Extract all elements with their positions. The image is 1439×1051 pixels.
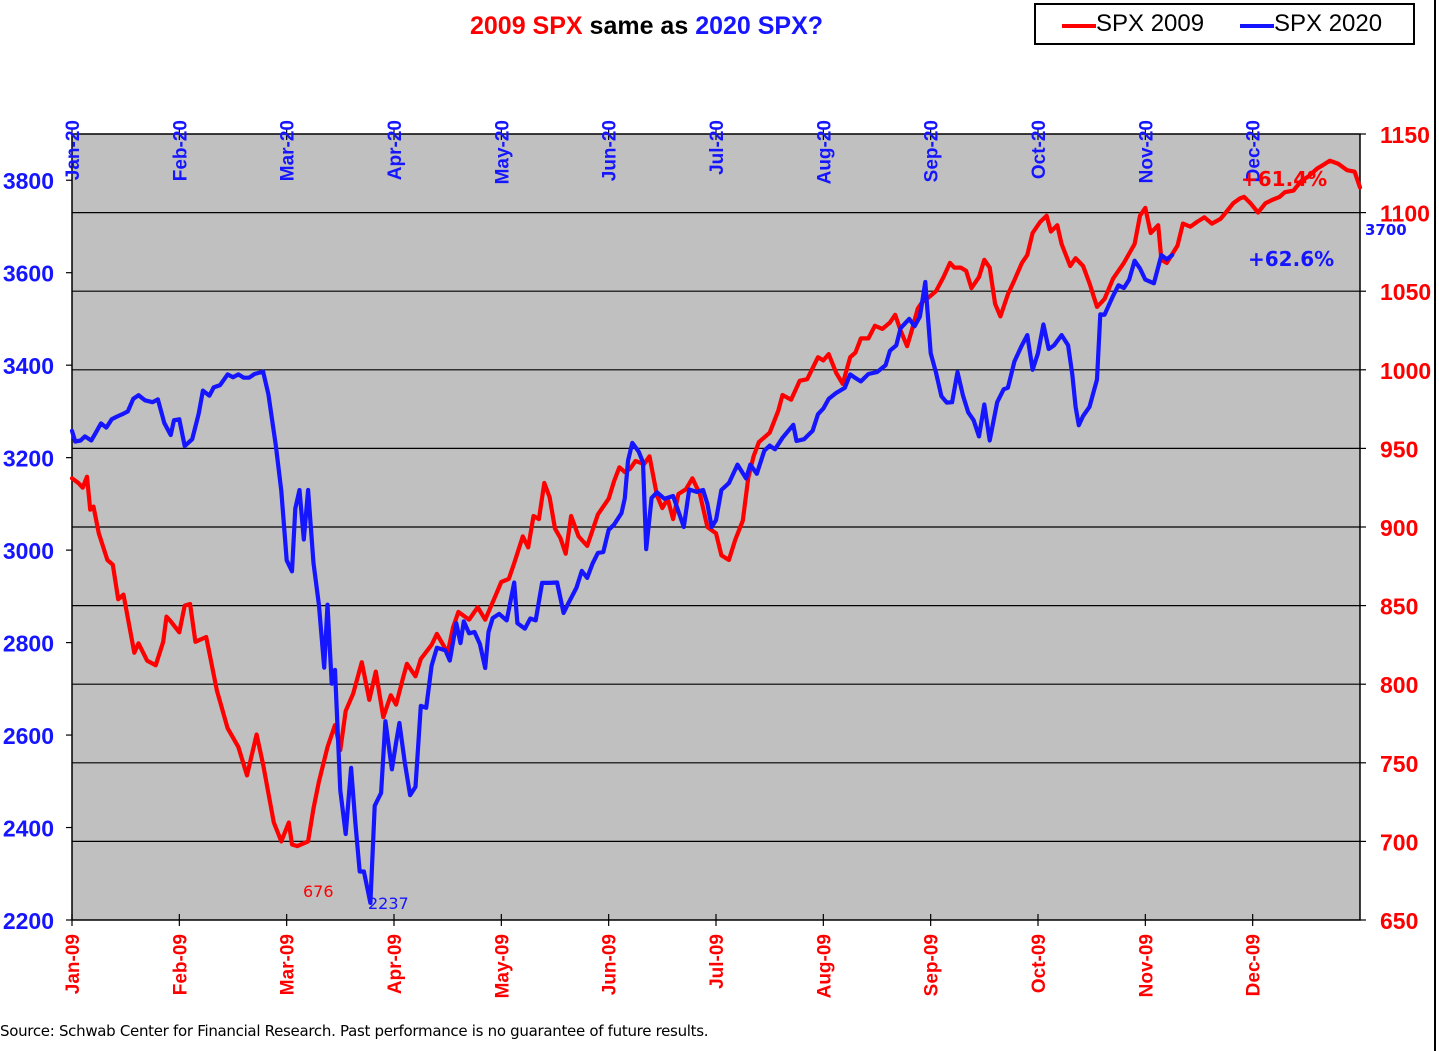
right-axis-label: 800 [1380, 672, 1418, 698]
left-axis-label: 2200 [3, 908, 54, 934]
bottom-month-label: Sep-09 [922, 934, 943, 996]
top-month-label: Mar-20 [278, 120, 299, 181]
right-axis-label: 1050 [1380, 279, 1431, 305]
bottom-month-label: Jan-09 [63, 934, 84, 994]
top-month-label: Jan-20 [63, 120, 84, 180]
title-part-middle: same as [582, 12, 696, 40]
top-month-label: Dec-20 [1244, 120, 1265, 182]
annotation-2009-low: 676 [303, 882, 334, 901]
right-axis-label: 1100 [1380, 201, 1430, 227]
left-axis-label: 3200 [3, 446, 54, 472]
bottom-month-label: Jul-09 [707, 934, 728, 989]
top-month-label: Aug-20 [814, 120, 835, 184]
bottom-month-label: Feb-09 [170, 934, 191, 995]
series-line-spx-2009 [69, 158, 1363, 849]
legend-label-2020: SPX 2020 [1274, 10, 1383, 37]
annotation-2020-last: 3700 [1365, 221, 1407, 239]
left-axis-label: 2800 [3, 631, 54, 657]
right-axis-label: 1000 [1380, 358, 1431, 384]
left-axis-label: 2600 [3, 723, 54, 749]
bottom-month-label: Oct-09 [1029, 934, 1050, 993]
right-axis-label: 950 [1380, 436, 1418, 462]
top-month-label: Feb-20 [170, 120, 191, 181]
bottom-month-label: Nov-09 [1136, 934, 1157, 997]
right-axis-label: 650 [1380, 908, 1418, 934]
legend-label-2009: SPX 2009 [1096, 10, 1205, 37]
annotation-2020-low: 2237 [368, 894, 409, 913]
right-border [1434, 0, 1436, 1051]
left-axis-label: 3800 [3, 168, 54, 194]
top-month-label: Sep-20 [922, 120, 943, 182]
source-note: Source: Schwab Center for Financial Rese… [0, 1022, 709, 1040]
right-axis-label: 750 [1380, 751, 1418, 777]
legend-swatch-2009 [1062, 24, 1096, 28]
top-month-label: Oct-20 [1029, 120, 1050, 179]
right-axis-label: 700 [1380, 829, 1418, 855]
bottom-month-label: Aug-09 [814, 934, 835, 998]
annotation-2020-gain: +62.6% [1248, 247, 1334, 271]
chart-title: 2009 SPX same as 2020 SPX? [470, 12, 823, 41]
bottom-month-label: Jun-09 [600, 934, 621, 995]
bottom-month-label: May-09 [492, 934, 513, 998]
annotation-2009-gain: +61.4% [1241, 167, 1327, 191]
top-month-label: May-20 [492, 120, 513, 184]
top-month-label: Apr-20 [385, 120, 406, 180]
left-axis-label: 3600 [3, 261, 54, 287]
title-part-2020: 2020 SPX? [695, 12, 824, 40]
legend: SPX 2009 SPX 2020 [1034, 3, 1415, 45]
bottom-month-label: Dec-09 [1244, 934, 1265, 996]
left-axis-label: 2400 [3, 816, 54, 842]
right-axis-label: 850 [1380, 594, 1418, 620]
top-month-label: Jun-20 [600, 120, 621, 181]
bottom-month-label: Mar-09 [278, 934, 299, 995]
title-part-2009: 2009 SPX [470, 12, 583, 40]
legend-swatch-2020 [1240, 24, 1274, 28]
left-axis-label: 3400 [3, 353, 54, 379]
top-month-label: Nov-20 [1136, 120, 1157, 183]
right-axis-label: 1150 [1380, 122, 1430, 148]
left-axis-label: 3000 [3, 538, 54, 564]
series-line-spx-2020 [69, 253, 1175, 906]
right-axis-label: 900 [1380, 515, 1418, 541]
bottom-month-label: Apr-09 [385, 934, 406, 994]
top-month-label: Jul-20 [707, 120, 728, 175]
